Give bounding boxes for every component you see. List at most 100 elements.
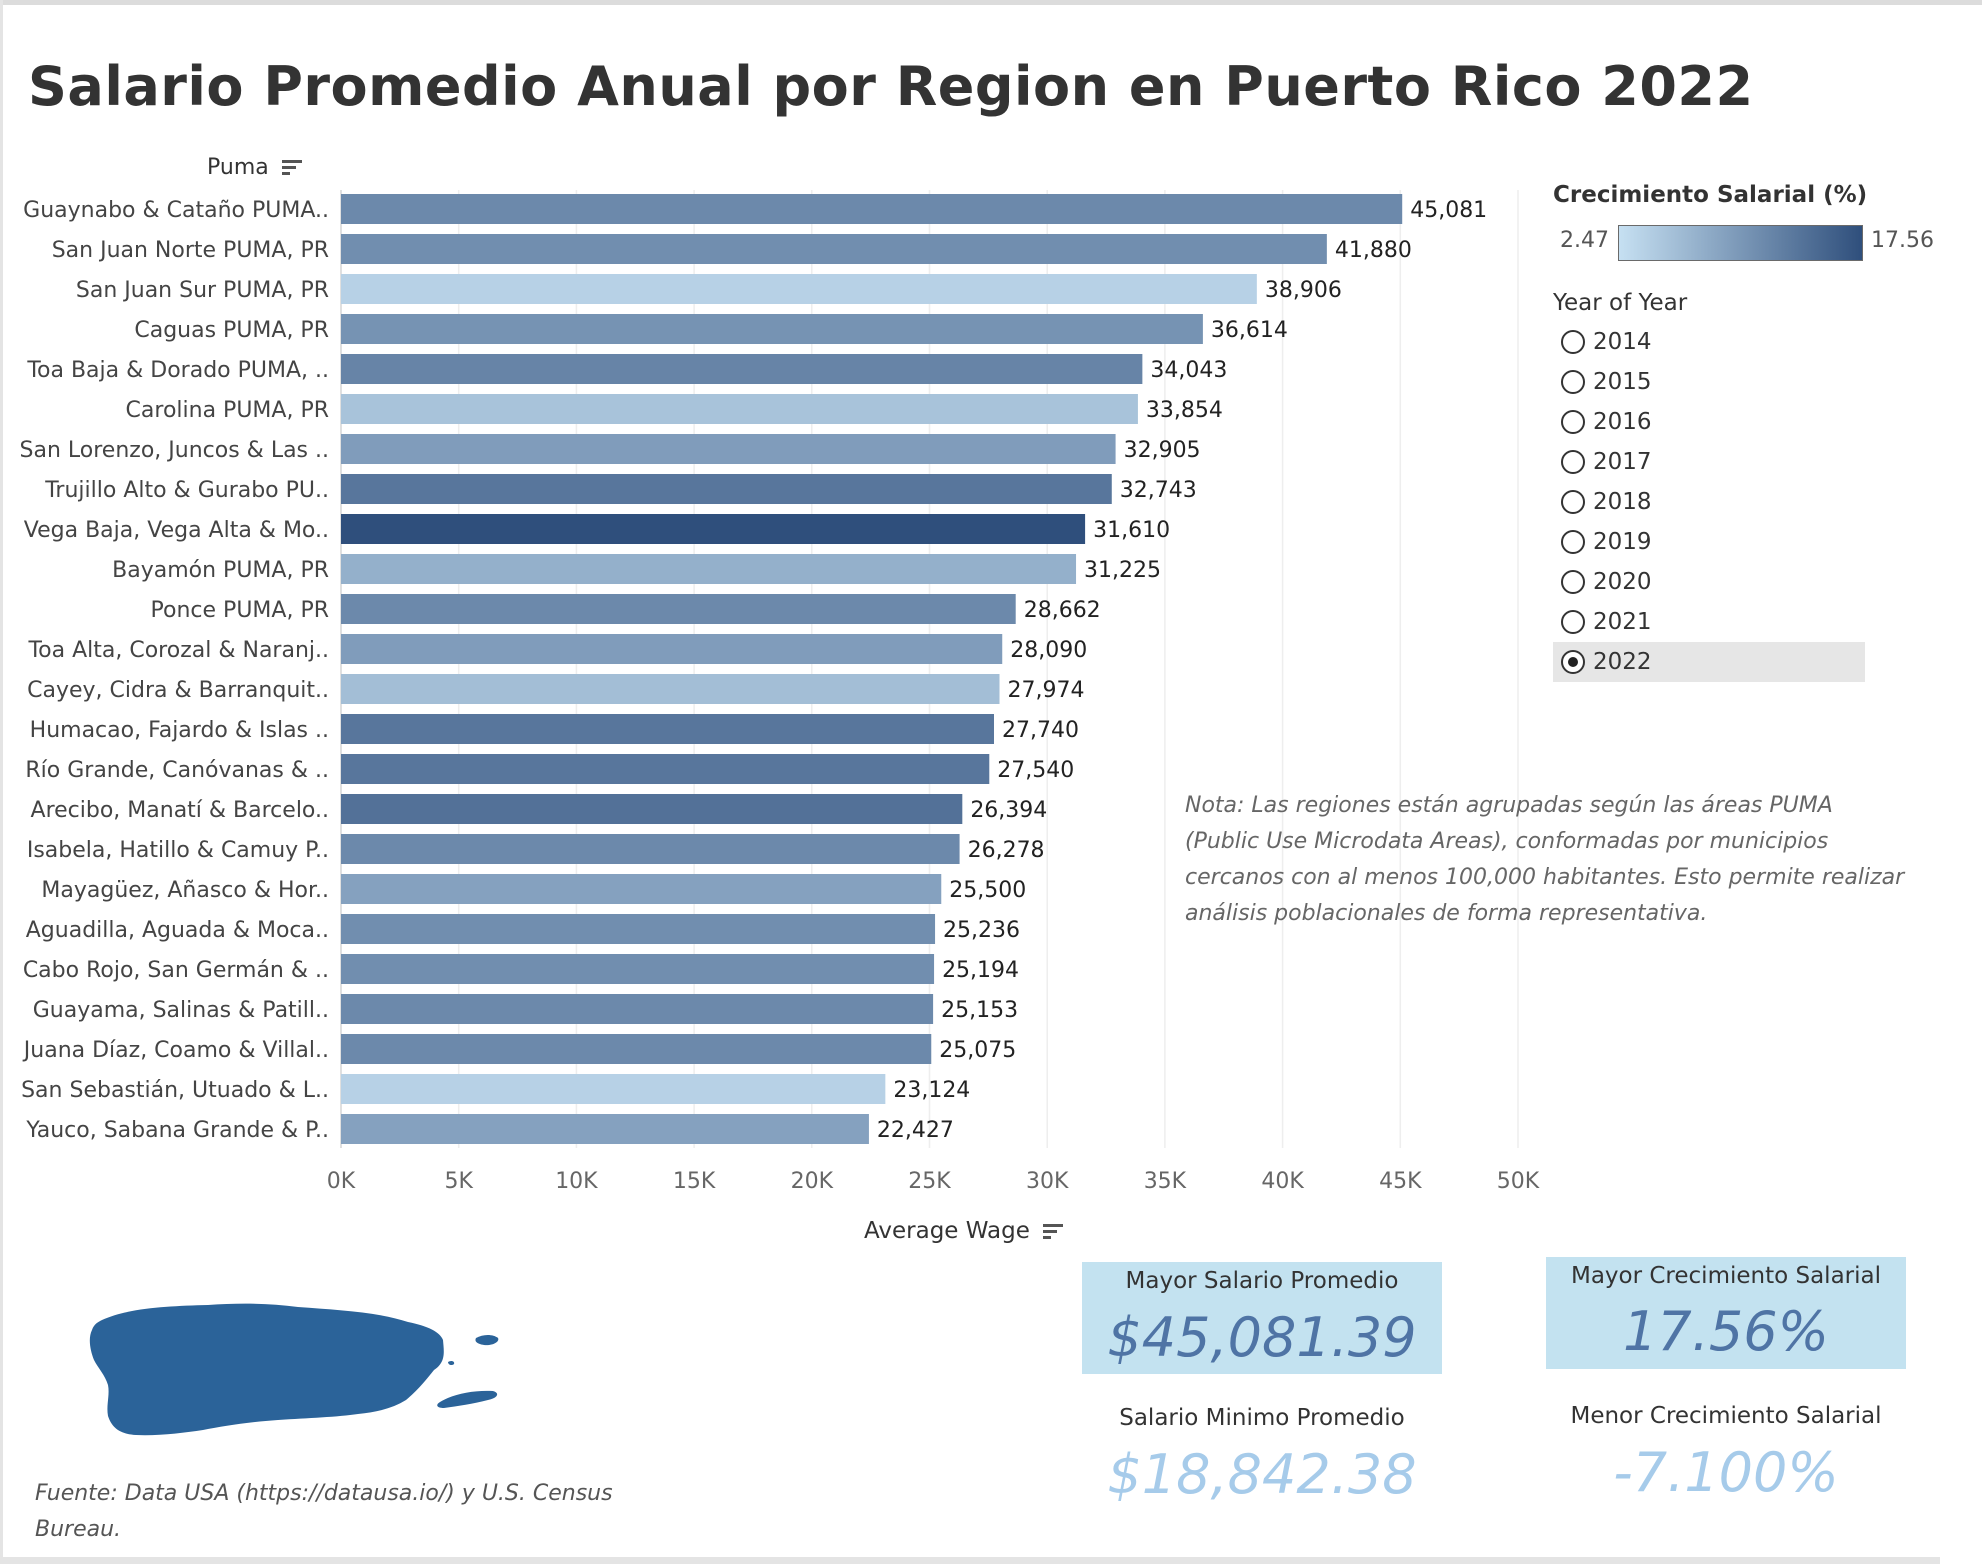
bar[interactable] (341, 1114, 869, 1144)
radio-icon[interactable] (1561, 490, 1585, 514)
category-label[interactable]: Vega Baja, Vega Alta & Mo.. (24, 518, 329, 543)
vieques-island[interactable] (437, 1390, 498, 1408)
category-label[interactable]: Ponce PUMA, PR (151, 598, 329, 623)
bar-value-label: 25,075 (939, 1038, 1016, 1063)
radio-icon[interactable] (1561, 610, 1585, 634)
category-label[interactable]: Trujillo Alto & Gurabo PU.. (44, 478, 329, 503)
category-label[interactable]: Cayey, Cidra & Barranquit.. (27, 678, 329, 703)
bar[interactable] (341, 834, 960, 864)
year-option-2022[interactable]: 2022 (1553, 642, 1865, 682)
puerto-rico-map[interactable] (88, 1290, 528, 1445)
year-option-2020[interactable]: 2020 (1553, 562, 1865, 602)
bar[interactable] (341, 1034, 932, 1064)
bar[interactable] (341, 874, 942, 904)
category-label[interactable]: Toa Baja & Dorado PUMA, .. (26, 358, 329, 383)
category-label[interactable]: San Juan Norte PUMA, PR (52, 238, 329, 263)
color-legend-title: Crecimiento Salarial (%) (1553, 182, 1868, 208)
category-label[interactable]: Humacao, Fajardo & Islas .. (30, 718, 329, 743)
radio-icon[interactable] (1561, 410, 1585, 434)
category-label[interactable]: Río Grande, Canóvanas & .. (25, 758, 329, 783)
bar[interactable] (341, 514, 1086, 544)
x-tick-label: 45K (1379, 1169, 1422, 1194)
bar[interactable] (341, 634, 1003, 664)
bar[interactable] (341, 554, 1077, 584)
radio-icon[interactable] (1561, 330, 1585, 354)
puma-axis-header[interactable]: Puma (207, 155, 302, 180)
bar-value-label: 32,905 (1124, 438, 1201, 463)
bar[interactable] (341, 474, 1112, 504)
radio-icon[interactable] (1561, 650, 1585, 674)
sort-icon[interactable] (1043, 1223, 1064, 1241)
category-label[interactable]: Cabo Rojo, San Germán & .. (23, 958, 329, 983)
x-tick-label: 30K (1026, 1169, 1069, 1194)
radio-icon[interactable] (1561, 450, 1585, 474)
bar-value-label: 38,906 (1265, 278, 1342, 303)
year-option-2014[interactable]: 2014 (1553, 322, 1865, 362)
bar[interactable] (341, 194, 1403, 224)
year-option-label: 2018 (1593, 489, 1652, 515)
source-text: Fuente: Data USA (https://datausa.io/) y… (35, 1481, 613, 1542)
color-legend-gradient (1618, 225, 1863, 261)
bar[interactable] (341, 714, 994, 744)
bar[interactable] (341, 434, 1116, 464)
category-label[interactable]: Caguas PUMA, PR (134, 318, 329, 343)
bar[interactable] (341, 314, 1203, 344)
bar[interactable] (341, 674, 1000, 704)
bar[interactable] (341, 914, 936, 944)
category-label[interactable]: Carolina PUMA, PR (126, 398, 329, 423)
category-label[interactable]: Bayamón PUMA, PR (112, 558, 329, 583)
bar[interactable] (341, 754, 990, 784)
year-option-label: 2022 (1593, 649, 1652, 675)
category-label[interactable]: Arecibo, Manatí & Barcelo.. (31, 798, 329, 823)
category-label[interactable]: Juana Díaz, Coamo & Villal.. (22, 1038, 329, 1063)
x-tick-label: 20K (791, 1169, 834, 1194)
bar[interactable] (341, 354, 1143, 384)
bar-value-label: 27,740 (1002, 718, 1079, 743)
category-label[interactable]: Toa Alta, Corozal & Naranj.. (27, 638, 329, 663)
bar[interactable] (341, 954, 935, 984)
bar[interactable] (341, 794, 963, 824)
bar[interactable] (341, 394, 1138, 424)
max-salary-card (1082, 1262, 1442, 1374)
category-label[interactable]: Guayama, Salinas & Patill.. (33, 998, 329, 1023)
bar-value-label: 22,427 (877, 1118, 954, 1143)
bar[interactable] (341, 594, 1016, 624)
year-filter: 2014 2015 2016 2017 2018 2019 2020 2021 2022 (1553, 322, 1865, 682)
category-label[interactable]: Isabela, Hatillo & Camuy P.. (27, 838, 329, 863)
radio-icon[interactable] (1561, 370, 1585, 394)
category-label[interactable]: San Lorenzo, Juncos & Las .. (20, 438, 329, 463)
category-label[interactable]: San Juan Sur PUMA, PR (76, 278, 329, 303)
category-label[interactable]: Yauco, Sabana Grande & P.. (25, 1118, 329, 1143)
year-option-label: 2017 (1593, 449, 1652, 475)
bar[interactable] (341, 1074, 886, 1104)
radio-icon[interactable] (1561, 570, 1585, 594)
bar-value-label: 31,225 (1084, 558, 1161, 583)
year-option-2021[interactable]: 2021 (1553, 602, 1865, 642)
bar[interactable] (341, 234, 1327, 264)
year-option-2018[interactable]: 2018 (1553, 482, 1865, 522)
x-axis-title-label: Average Wage (864, 1218, 1030, 1244)
x-axis-title[interactable]: Average Wage (864, 1218, 1064, 1244)
min-growth-value: -7.100% (1613, 1441, 1839, 1504)
x-tick-label: 0K (327, 1169, 356, 1194)
sort-icon[interactable] (281, 159, 302, 177)
top-border (0, 0, 1982, 5)
year-filter-title: Year of Year (1553, 290, 1688, 316)
category-label[interactable]: Mayagüez, Añasco & Hor.. (41, 878, 329, 903)
year-option-2019[interactable]: 2019 (1553, 522, 1865, 562)
category-label[interactable]: Guaynabo & Cataño PUMA.. (23, 198, 329, 223)
bar[interactable] (341, 274, 1257, 304)
bar[interactable] (341, 994, 934, 1024)
year-option-2016[interactable]: 2016 (1553, 402, 1865, 442)
mona-island[interactable] (448, 1360, 455, 1366)
category-label[interactable]: Aguadilla, Aguada & Moca.. (26, 918, 329, 943)
category-label[interactable]: San Sebastián, Utuado & L.. (21, 1078, 329, 1103)
x-tick-label: 35K (1144, 1169, 1187, 1194)
year-option-2017[interactable]: 2017 (1553, 442, 1865, 482)
puerto-rico-main-island[interactable] (89, 1303, 444, 1436)
culebra-island[interactable] (475, 1335, 499, 1346)
bar-value-label: 27,540 (997, 758, 1074, 783)
radio-icon[interactable] (1561, 530, 1585, 554)
x-tick-label: 10K (555, 1169, 598, 1194)
year-option-2015[interactable]: 2015 (1553, 362, 1865, 402)
